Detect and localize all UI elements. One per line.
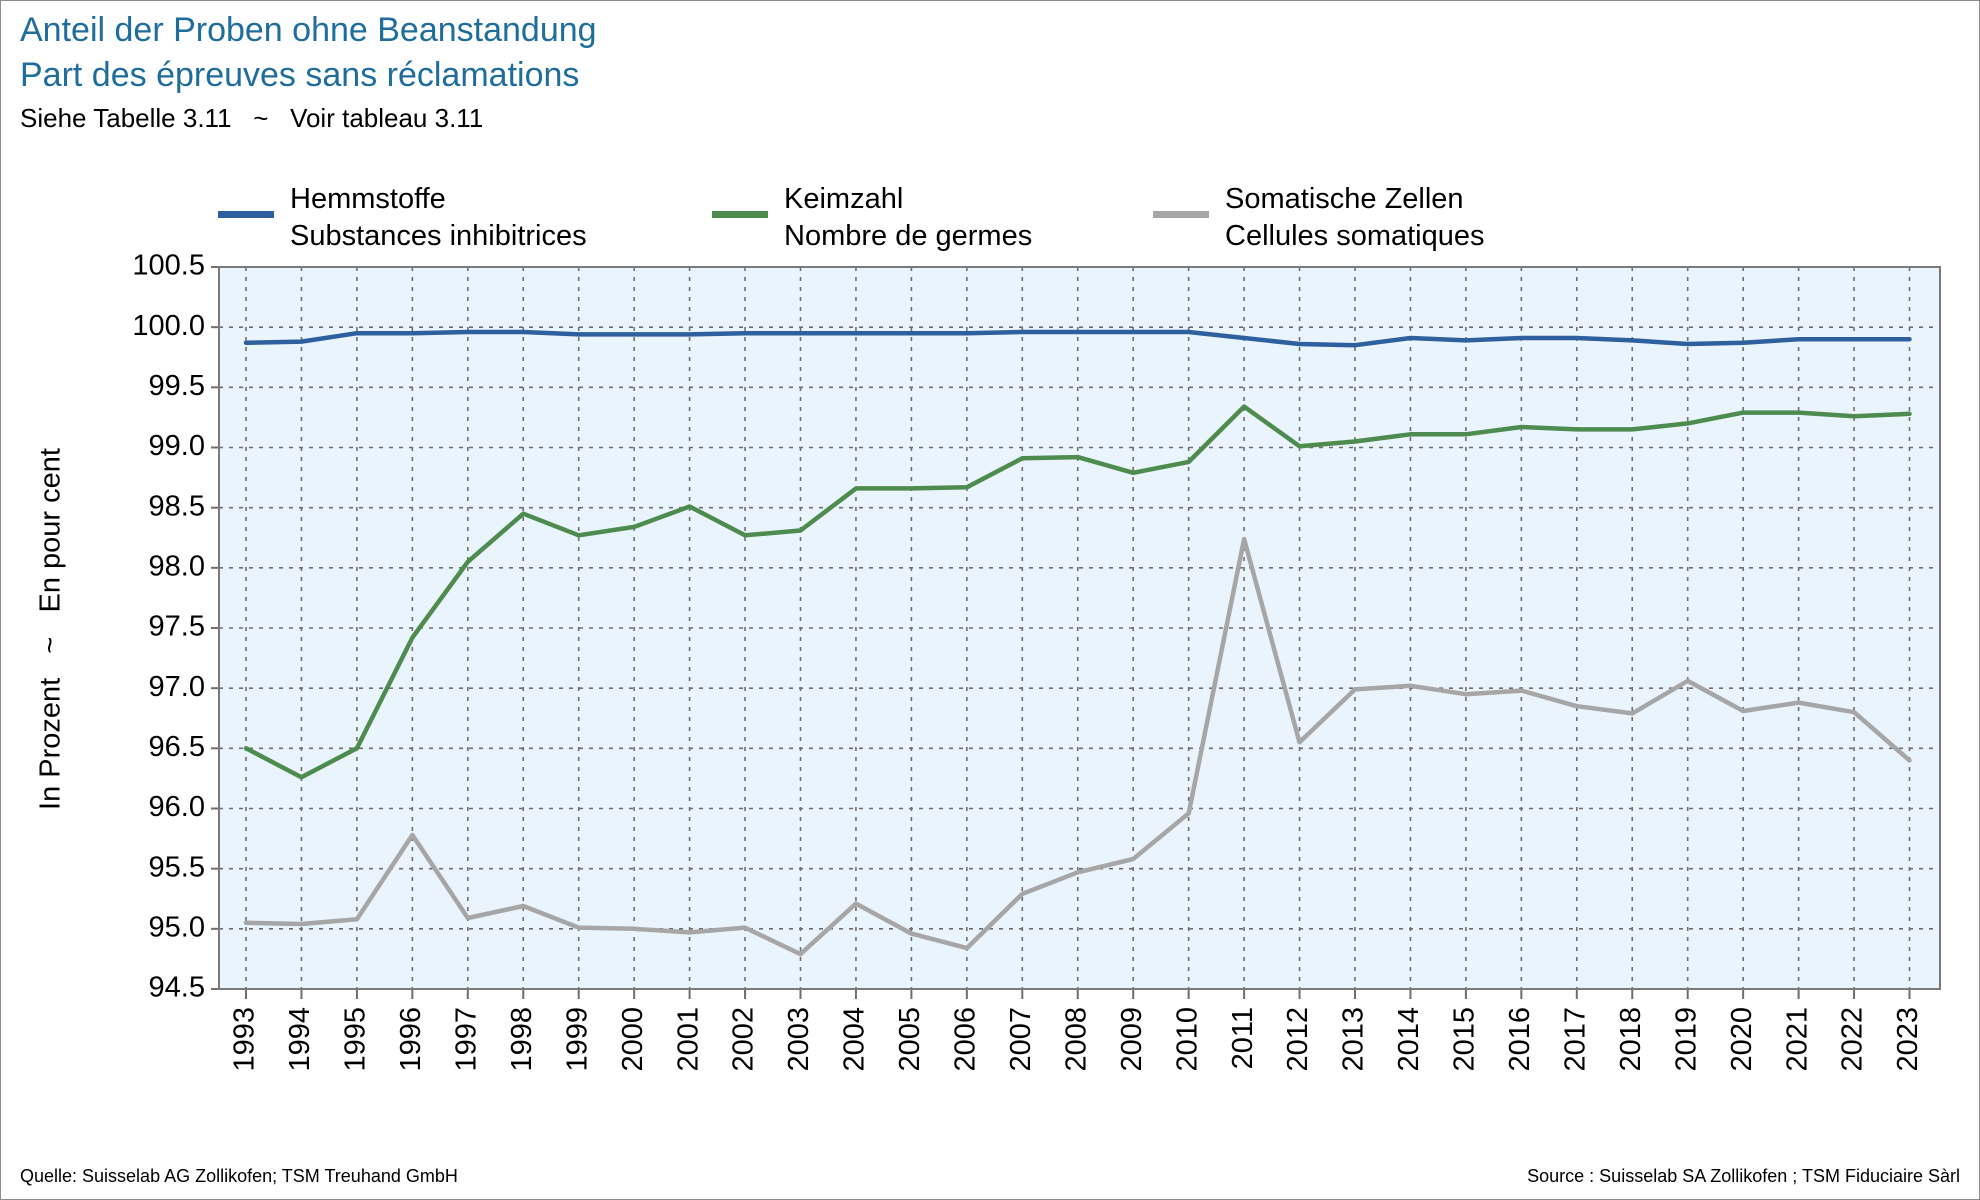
chart-title-de: Anteil der Proben ohne Beanstandung xyxy=(20,11,597,49)
legend-label-fr: Substances inhibitrices xyxy=(290,220,587,252)
x-tick-label: 2000 xyxy=(617,1007,649,1072)
x-tick-label: 2010 xyxy=(1171,1007,1203,1072)
x-tick-label: 2016 xyxy=(1504,1007,1536,1072)
x-tick-label: 2022 xyxy=(1837,1007,1869,1072)
x-tick-label: 2005 xyxy=(894,1007,926,1072)
series-line-hemmstoffe xyxy=(243,329,1912,348)
x-tick-label: 2020 xyxy=(1726,1007,1758,1072)
y-tick-label: 96.5 xyxy=(149,731,205,763)
x-tick-label: 2007 xyxy=(1005,1007,1037,1072)
y-tick-label: 98.0 xyxy=(149,550,205,582)
x-tick-label: 1994 xyxy=(284,1007,316,1072)
x-tick-label: 1993 xyxy=(229,1007,261,1072)
x-tick-label: 2002 xyxy=(728,1007,760,1072)
y-tick-label: 95.5 xyxy=(149,851,205,883)
x-tick-label: 2018 xyxy=(1615,1007,1647,1072)
source-note-fr: Source : Suisselab SA Zollikofen ; TSM F… xyxy=(1527,1166,1960,1186)
y-tick-label: 98.5 xyxy=(149,490,205,522)
x-tick-label: 1996 xyxy=(395,1007,427,1072)
x-tick-label: 1999 xyxy=(561,1007,593,1072)
y-tick-label: 100.5 xyxy=(132,250,205,282)
legend-swatch-hemmstoffe xyxy=(218,211,274,218)
y-axis-title: In Prozent ~ En pour cent xyxy=(34,448,67,810)
x-tick-label: 2008 xyxy=(1060,1007,1092,1072)
legend-label-fr: Cellules somatiques xyxy=(1225,220,1485,252)
y-tick-label: 94.5 xyxy=(149,972,205,1004)
x-tick-label: 2021 xyxy=(1781,1007,1813,1072)
x-tick-label: 2019 xyxy=(1670,1007,1702,1072)
x-tick-label: 2013 xyxy=(1338,1007,1370,1072)
x-tick-label: 2006 xyxy=(950,1007,982,1072)
legend-swatch-keimzahl xyxy=(712,211,768,218)
chart-subtitle: Siehe Tabelle 3.11 ~ Voir tableau 3.11 xyxy=(20,103,484,133)
y-tick-label: 96.0 xyxy=(149,791,205,823)
source-note-de: Quelle: Suisselab AG Zollikofen; TSM Tre… xyxy=(20,1166,458,1186)
legend-label-de: Hemmstoffe xyxy=(290,183,446,215)
x-tick-label: 2023 xyxy=(1892,1007,1924,1072)
x-tick-label: 1997 xyxy=(450,1007,482,1072)
series-line-keimzahl xyxy=(243,404,1912,780)
chart-title-fr: Part des épreuves sans réclamations xyxy=(20,56,580,94)
x-tick-label: 2011 xyxy=(1227,1007,1259,1069)
plot-border xyxy=(218,266,1941,990)
legend-label-de: Somatische Zellen xyxy=(1225,183,1464,215)
x-tick-label: 2015 xyxy=(1449,1007,1481,1072)
x-tick-label: 2009 xyxy=(1116,1007,1148,1072)
x-tick-label: 2014 xyxy=(1393,1007,1425,1072)
legend-label-fr: Nombre de germes xyxy=(784,220,1033,252)
y-tick-label: 97.0 xyxy=(149,671,205,703)
x-tick-label: 2001 xyxy=(672,1007,704,1072)
x-tick-label: 2017 xyxy=(1559,1007,1591,1072)
y-tick-label: 97.5 xyxy=(149,611,205,643)
legend-label-de: Keimzahl xyxy=(784,183,904,215)
y-tick-label: 99.5 xyxy=(149,370,205,402)
y-tick-label: 99.0 xyxy=(149,430,205,462)
legend-swatch-somatische-zellen xyxy=(1153,211,1209,218)
x-tick-label: 2004 xyxy=(839,1007,871,1072)
y-tick-label: 100.0 xyxy=(132,310,205,342)
y-tick-label: 95.0 xyxy=(149,911,205,943)
x-tick-label: 2012 xyxy=(1282,1007,1314,1072)
x-tick-label: 2003 xyxy=(783,1007,815,1072)
series-line-somatische-zellen xyxy=(243,536,1912,957)
x-tick-label: 1995 xyxy=(340,1007,372,1072)
x-tick-label: 1998 xyxy=(506,1007,538,1072)
